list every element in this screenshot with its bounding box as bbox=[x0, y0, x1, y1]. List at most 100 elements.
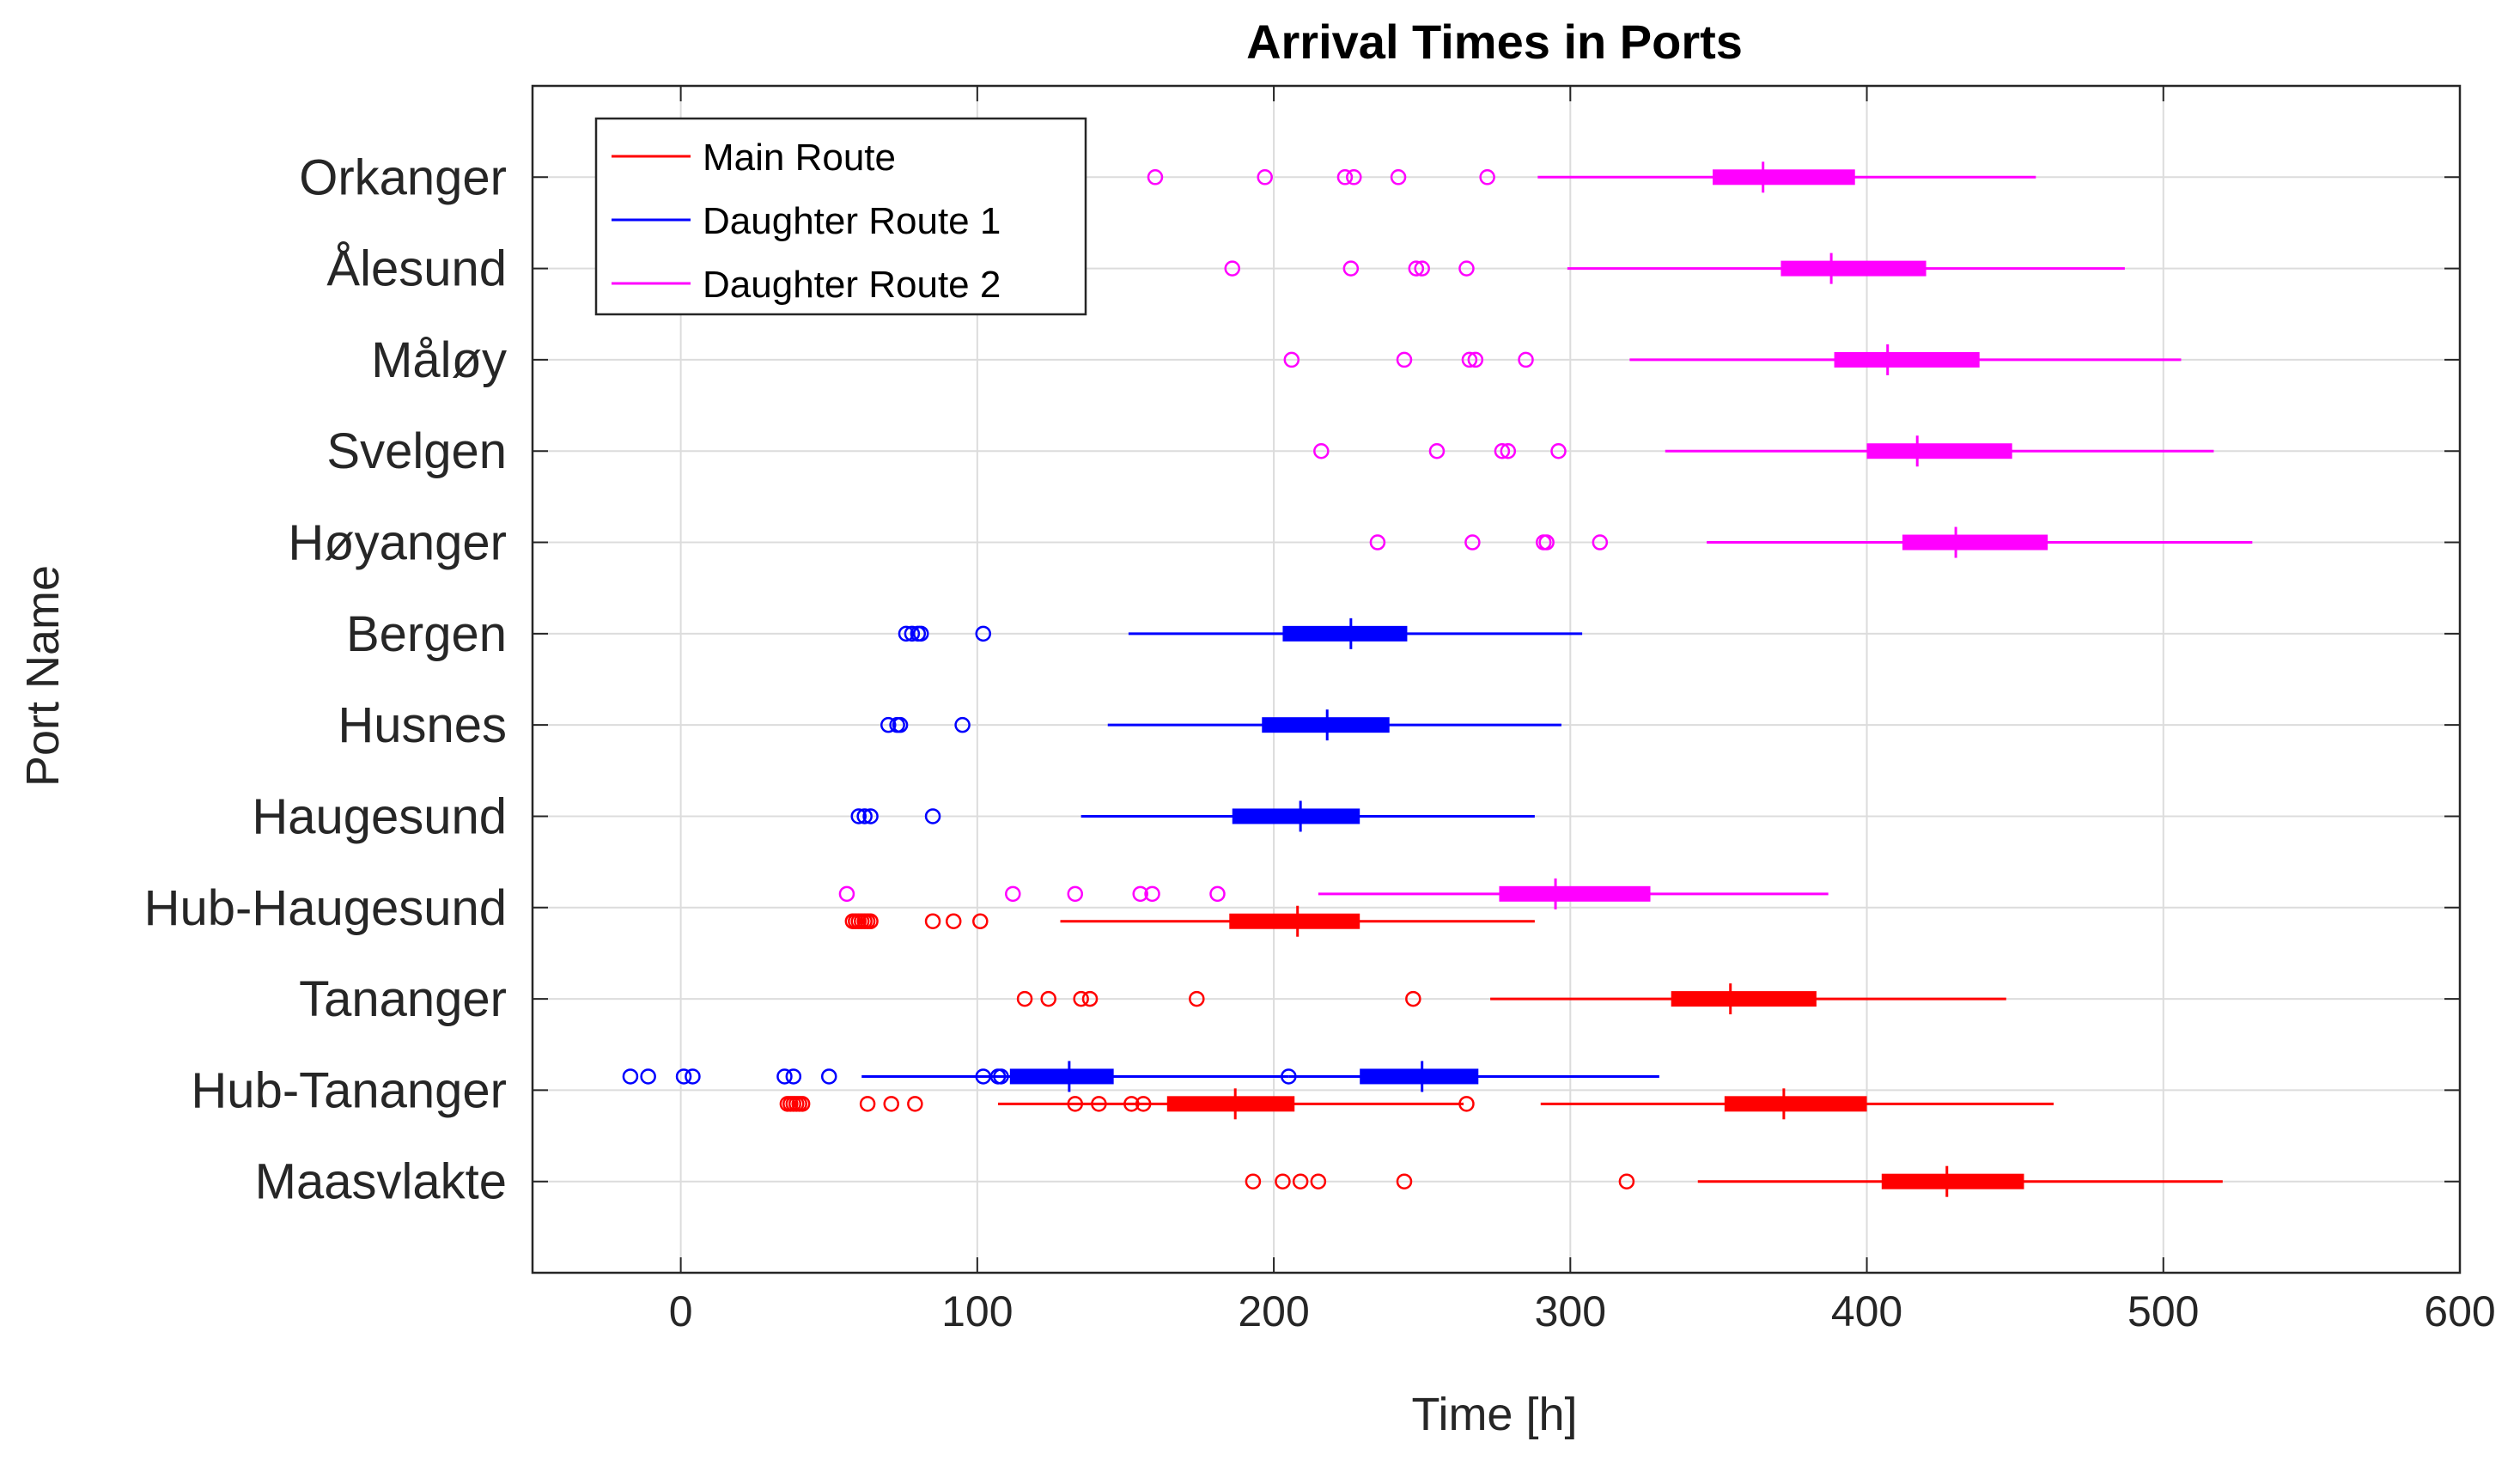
x-tick-label: 200 bbox=[1238, 1287, 1309, 1335]
box bbox=[880, 709, 1561, 741]
legend-entry: Daughter Route 2 bbox=[703, 264, 1001, 306]
box-iqr bbox=[1780, 260, 1927, 277]
box bbox=[850, 800, 1535, 832]
box bbox=[1016, 983, 2006, 1015]
outlier-point bbox=[785, 1068, 802, 1085]
outlier-point bbox=[1464, 534, 1481, 551]
outlier-point bbox=[1147, 169, 1164, 186]
outlier-point bbox=[975, 1068, 992, 1085]
outlier-point bbox=[1500, 442, 1517, 459]
outlier-point bbox=[1073, 990, 1089, 1007]
outlier-point bbox=[924, 808, 941, 824]
outlier-point bbox=[1135, 1096, 1152, 1112]
outlier-point bbox=[1132, 885, 1148, 903]
box-iqr bbox=[1671, 991, 1817, 1007]
outlier-point bbox=[1550, 442, 1567, 459]
outlier-point bbox=[892, 716, 909, 733]
y-tick-label: Høyanger bbox=[288, 515, 507, 571]
outlier-point bbox=[1396, 1173, 1413, 1189]
outlier-point bbox=[1123, 1096, 1140, 1112]
box-iqr bbox=[1834, 351, 1980, 368]
outlier-point bbox=[1224, 260, 1240, 277]
outlier-point bbox=[880, 716, 897, 733]
outlier-point bbox=[850, 808, 867, 824]
outlier-point bbox=[904, 625, 921, 642]
outlier-point bbox=[972, 913, 989, 929]
box-iqr bbox=[1713, 169, 1855, 186]
outlier-point bbox=[1592, 534, 1609, 551]
outlier-point bbox=[1390, 169, 1407, 186]
outlier-point bbox=[1369, 534, 1386, 551]
x-tick-label: 400 bbox=[1831, 1287, 1902, 1335]
box bbox=[844, 905, 1535, 937]
outlier-point bbox=[898, 625, 915, 642]
outlier-point bbox=[1518, 351, 1534, 368]
outlier-point bbox=[1189, 990, 1205, 1007]
box-iqr bbox=[1262, 717, 1390, 733]
outlier-point bbox=[794, 1096, 811, 1112]
outlier-point bbox=[1346, 169, 1362, 186]
outlier-point bbox=[993, 1068, 1009, 1085]
outlier-point bbox=[1016, 990, 1033, 1007]
outlier-point bbox=[907, 1096, 923, 1112]
outlier-point bbox=[1257, 169, 1273, 186]
plot-frame bbox=[531, 84, 2462, 1274]
outlier-point bbox=[1245, 1173, 1262, 1189]
outlier-point bbox=[1144, 885, 1160, 903]
y-tick-label: Husnes bbox=[338, 697, 507, 753]
outlier-point bbox=[1618, 1173, 1635, 1189]
outlier-point bbox=[1494, 442, 1511, 459]
y-tick-label: Tananger bbox=[299, 971, 507, 1027]
y-tick-label: Orkanger bbox=[299, 149, 507, 205]
box bbox=[1369, 526, 2253, 558]
outlier-point bbox=[1005, 885, 1021, 903]
outlier-point bbox=[1209, 885, 1226, 903]
box-iqr bbox=[1499, 885, 1651, 902]
outlier-point bbox=[1479, 169, 1495, 186]
outlier-point bbox=[954, 716, 971, 733]
outlier-point bbox=[1275, 1173, 1291, 1189]
outlier-point bbox=[924, 913, 941, 929]
box bbox=[1224, 252, 2125, 284]
legend-box bbox=[594, 117, 1087, 316]
box bbox=[898, 617, 1583, 649]
plot-area bbox=[622, 161, 2253, 1197]
box bbox=[1288, 1061, 1659, 1092]
outlier-point bbox=[1040, 990, 1056, 1007]
box bbox=[1283, 344, 2182, 375]
box-iqr bbox=[1282, 625, 1408, 642]
outlier-point bbox=[1461, 351, 1478, 368]
outlier-point bbox=[862, 808, 879, 824]
chart-title: Arrival Times in Ports bbox=[1246, 15, 1743, 69]
box bbox=[622, 1061, 1297, 1092]
outlier-point bbox=[675, 1068, 692, 1085]
box bbox=[1540, 1088, 2054, 1120]
outlier-point bbox=[1292, 1173, 1309, 1189]
outlier-point bbox=[640, 1068, 656, 1085]
outlier-point bbox=[883, 1096, 899, 1112]
legend-entry: Daughter Route 1 bbox=[703, 200, 1001, 242]
box-iqr bbox=[1166, 1096, 1295, 1112]
box-iqr bbox=[1902, 534, 2048, 551]
outlier-point bbox=[1313, 442, 1330, 459]
outlier-point bbox=[862, 913, 879, 929]
outlier-point bbox=[1458, 260, 1475, 277]
outlier-point bbox=[1408, 260, 1425, 277]
y-axis-label: Port Name bbox=[17, 565, 69, 787]
box-iqr bbox=[1232, 808, 1360, 824]
outlier-point bbox=[1067, 885, 1084, 903]
outlier-point bbox=[1283, 351, 1300, 368]
y-tick-label: Måløy bbox=[371, 332, 507, 388]
outlier-point bbox=[1428, 442, 1446, 459]
outlier-point bbox=[1336, 169, 1354, 186]
x-tick-label: 100 bbox=[941, 1287, 1013, 1335]
box bbox=[838, 878, 1829, 909]
outlier-point bbox=[685, 1068, 701, 1085]
x-tick-label: 600 bbox=[2424, 1287, 2495, 1335]
y-tick-label: Hub-Haugesund bbox=[144, 880, 507, 936]
outlier-point bbox=[1081, 990, 1099, 1007]
box bbox=[1245, 1165, 2223, 1197]
outlier-point bbox=[1396, 351, 1413, 368]
